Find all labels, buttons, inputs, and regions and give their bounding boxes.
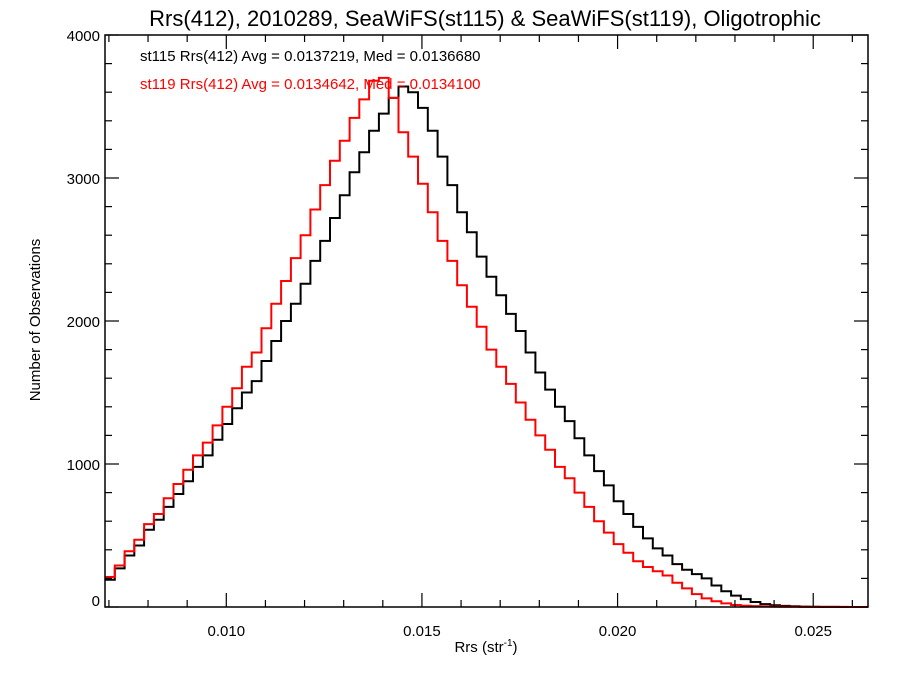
x-tick-label: 0.025 — [794, 623, 832, 640]
y-tick-label: 1000 — [67, 457, 100, 474]
axes: 0.010 0.015 0.020 0.025 0 1000 2000 3000 4000 — [67, 28, 869, 640]
y-tick-label: 0 — [92, 593, 100, 610]
x-axis-label-text: Rrs (str — [454, 639, 503, 656]
x-axis-label-close: ) — [513, 639, 518, 656]
legend-st119: st119 Rrs(412) Avg = 0.0134642, Med = 0.… — [140, 76, 481, 93]
y-axis-label: Number of Observations — [27, 239, 44, 402]
x-tick-label: 0.015 — [403, 623, 441, 640]
y-tick-label: 2000 — [67, 314, 100, 331]
plot-area — [105, 76, 868, 608]
x-axis-label-superscript: -1 — [504, 638, 513, 649]
x-axis-label: Rrs (str-1) — [454, 638, 517, 656]
legend-st115: st115 Rrs(412) Avg = 0.0137219, Med = 0.… — [140, 48, 481, 65]
series-line-st119 — [105, 76, 868, 608]
y-tick-label: 3000 — [67, 171, 100, 188]
y-tick-label: 4000 — [67, 28, 100, 45]
plot-frame — [104, 34, 869, 608]
chart-title: Rrs(412), 2010289, SeaWiFS(st115) & SeaW… — [149, 6, 821, 31]
x-tick-label: 0.020 — [599, 623, 637, 640]
series-line-st115 — [105, 85, 868, 608]
x-tick-label: 0.010 — [208, 623, 246, 640]
